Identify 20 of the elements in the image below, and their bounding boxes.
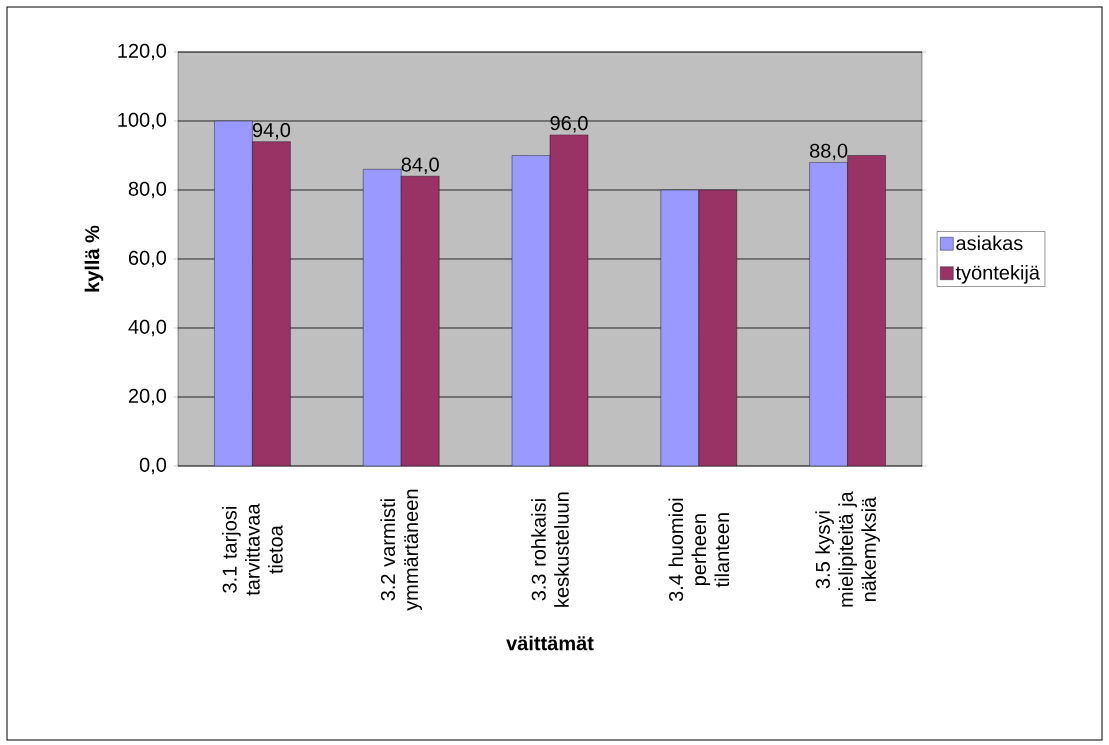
- y-tick-label: 80,0: [128, 181, 167, 199]
- x-axis-title: väittämät: [506, 635, 594, 651]
- y-tick-label: 60,0: [128, 250, 167, 268]
- legend-label: asiakas: [956, 235, 1023, 251]
- x-tick-label: 3.1 tarjosi tarvittavaa tietoa: [222, 503, 283, 596]
- data-label: 88,0: [810, 143, 848, 161]
- y-tick-label: 20,0: [128, 388, 167, 406]
- y-tick-label: 100,0: [118, 112, 167, 130]
- x-tick-label: 3.2 varmisti ymmärtäneen: [380, 489, 423, 611]
- legend-label: työntekijä: [955, 265, 1040, 284]
- y-tick-label: 0,0: [139, 457, 167, 475]
- y-axis-title: kyllä %: [84, 225, 104, 292]
- x-tick-label: 3.3 rohkaisi keskusteluun: [531, 492, 569, 607]
- y-tick-label: 40,0: [128, 319, 167, 337]
- data-label: 96,0: [550, 116, 588, 133]
- data-label: 94,0: [252, 122, 291, 140]
- y-tick-label: 120,0: [118, 43, 167, 61]
- x-tick-label: 3.5 kysyi mielipiteitä ja näkemyksiä: [815, 491, 880, 607]
- x-tick-label: 3.4 huomioi perheen tilanteen: [668, 498, 730, 602]
- data-label: 84,0: [401, 157, 439, 174]
